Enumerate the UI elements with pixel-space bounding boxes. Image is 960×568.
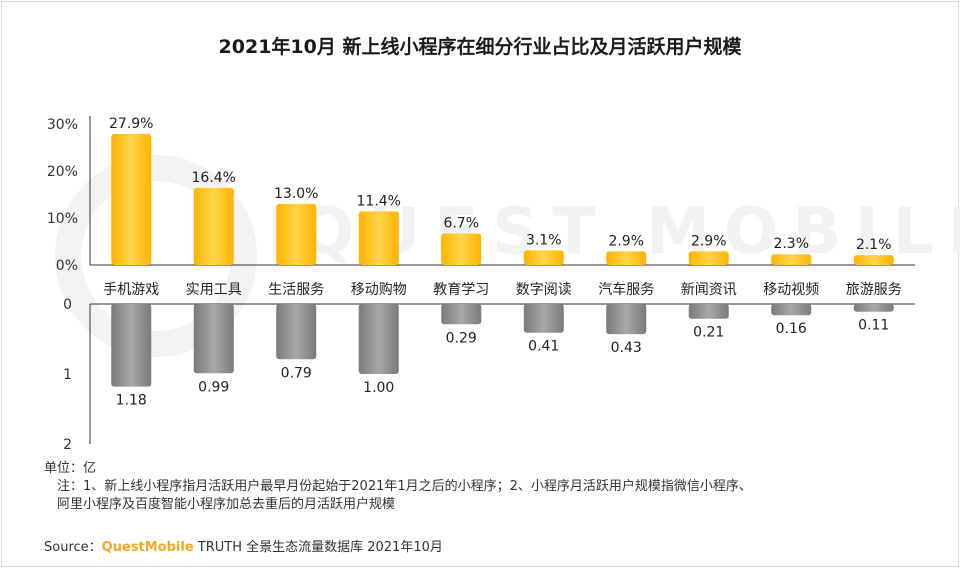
share-bar xyxy=(771,254,812,265)
category-label: 旅游服务 xyxy=(846,282,902,298)
share-data-label: 27.9% xyxy=(109,116,153,132)
footnote-line-2: 阿里小程序及百度智能小程序加总去重后的月活跃用户规模 xyxy=(57,497,396,512)
share-bar xyxy=(606,251,647,265)
mau-bar xyxy=(193,304,234,374)
mau-bar xyxy=(688,304,729,319)
share-bar xyxy=(441,233,482,265)
mau-data-label: 0.11 xyxy=(858,318,889,334)
share-data-label: 16.4% xyxy=(192,170,236,186)
share-data-label: 2.1% xyxy=(856,237,892,253)
top-y-tick-label: 30% xyxy=(47,117,78,133)
category-label: 移动购物 xyxy=(351,282,407,298)
mau-bar xyxy=(358,304,399,374)
source-suffix: TRUTH 全景生态流量数据库 2021年10月 xyxy=(193,540,443,555)
mau-bar xyxy=(853,304,894,312)
mau-data-label: 0.16 xyxy=(776,321,807,337)
mau-data-label: 0.43 xyxy=(611,340,642,356)
share-bar xyxy=(276,203,317,265)
share-bar xyxy=(523,250,564,265)
share-bar xyxy=(853,255,894,265)
mau-bar xyxy=(111,304,152,387)
source-brand: QuestMobile xyxy=(101,540,194,555)
category-label: 移动视频 xyxy=(763,282,819,298)
mau-data-label: 0.21 xyxy=(693,325,724,341)
mau-bar xyxy=(771,304,812,316)
mau-data-label: 0.41 xyxy=(528,339,559,355)
mau-data-label: 0.29 xyxy=(446,330,477,346)
top-y-tick-label: 0% xyxy=(56,258,78,274)
share-bar xyxy=(193,187,234,265)
category-label: 数字阅读 xyxy=(516,281,572,298)
top-y-tick-label: 20% xyxy=(47,164,78,180)
mau-bar xyxy=(606,304,647,335)
category-label: 实用工具 xyxy=(186,282,242,298)
share-data-label: 2.9% xyxy=(691,233,727,249)
mau-bar xyxy=(276,304,317,360)
share-data-label: 2.3% xyxy=(773,236,809,252)
mau-data-label: 1.00 xyxy=(363,380,394,396)
share-bar xyxy=(111,133,152,265)
unit-label: 单位：亿 xyxy=(44,461,97,476)
category-label: 手机游戏 xyxy=(103,282,159,298)
mau-bar xyxy=(441,304,482,325)
share-data-label: 2.9% xyxy=(608,233,644,249)
footnote: 注：1、新上线小程序指月活跃用户最早月份起始于2021年1月之后的小程序；2、小… xyxy=(57,478,937,514)
source-line: Source：QuestMobile TRUTH 全景生态流量数据库 2021年… xyxy=(44,536,443,555)
bottom-y-tick-label: 2 xyxy=(63,437,72,453)
share-data-label: 6.7% xyxy=(443,216,479,232)
share-bar xyxy=(688,251,729,265)
share-data-label: 13.0% xyxy=(274,186,318,202)
top-y-tick-label: 10% xyxy=(47,211,78,227)
share-bar xyxy=(358,211,399,265)
bottom-y-tick-label: 0 xyxy=(63,297,72,313)
chart-title: 2021年10月 新上线小程序在细分行业占比及月活跃用户规模 xyxy=(218,36,742,58)
source-prefix: Source： xyxy=(44,540,102,555)
category-label: 教育学习 xyxy=(433,282,489,298)
share-data-label: 11.4% xyxy=(357,193,401,209)
mau-data-label: 0.99 xyxy=(198,379,229,395)
category-label: 新闻资讯 xyxy=(681,282,737,298)
mau-data-label: 1.18 xyxy=(116,393,147,409)
category-label: 汽车服务 xyxy=(598,281,654,298)
mau-data-label: 0.79 xyxy=(281,365,312,381)
category-label: 生活服务 xyxy=(268,282,324,298)
footnote-line-1: 注：1、新上线小程序指月活跃用户最早月份起始于2021年1月之后的小程序；2、小… xyxy=(57,479,752,494)
bottom-y-tick-label: 1 xyxy=(63,367,72,383)
share-data-label: 3.1% xyxy=(526,232,562,248)
mau-bar xyxy=(523,304,564,333)
